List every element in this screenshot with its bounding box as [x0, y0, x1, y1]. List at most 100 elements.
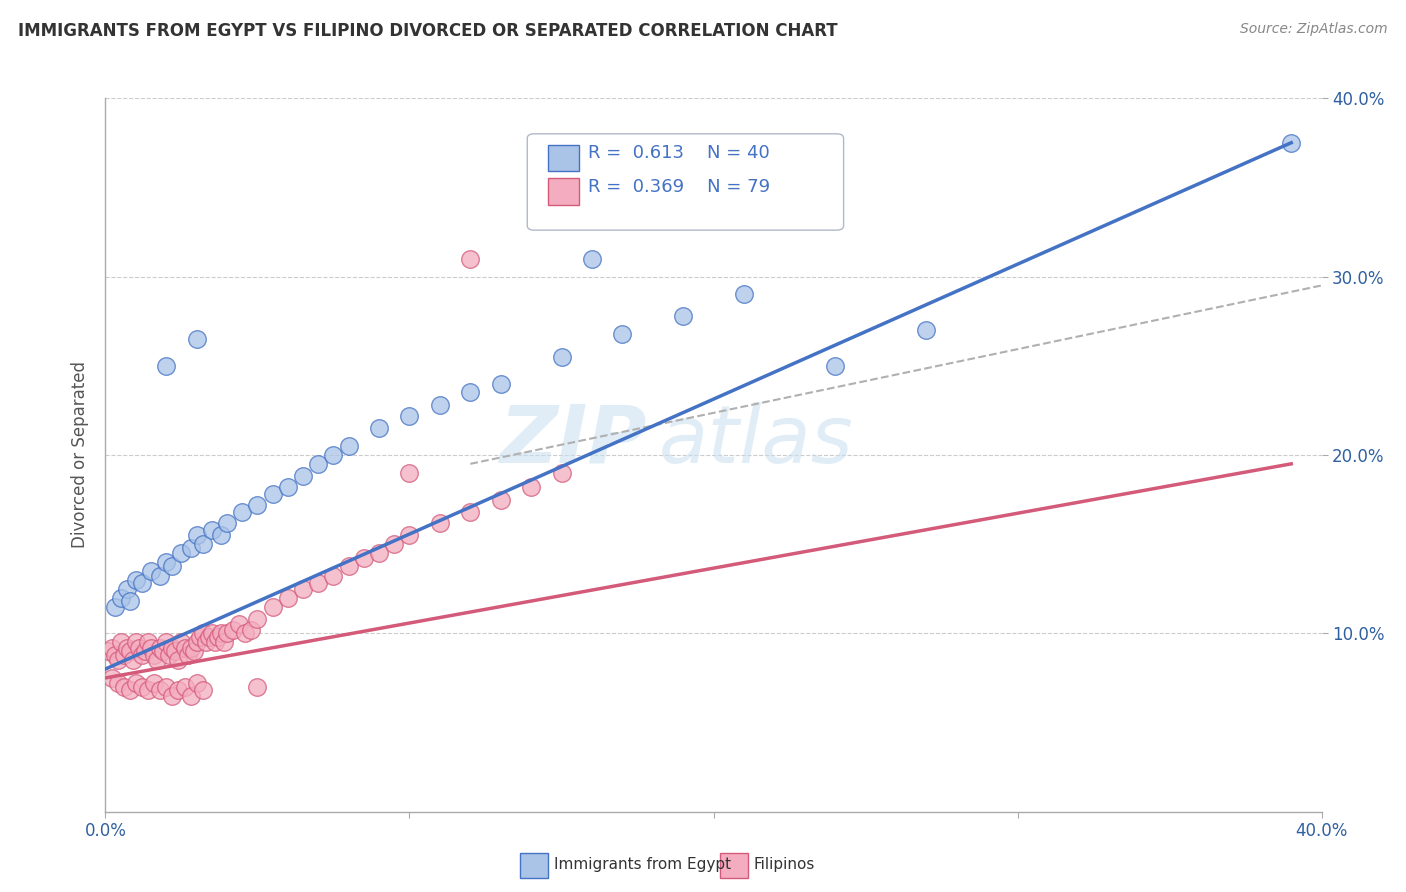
Point [162, 558, 184, 573]
Point [103, 648, 125, 662]
Point [131, 648, 153, 662]
Point [1279, 136, 1302, 150]
Point [204, 635, 226, 649]
Point [157, 648, 180, 662]
Point [121, 653, 143, 667]
Point [198, 630, 221, 644]
Point [118, 594, 141, 608]
Point [186, 676, 208, 690]
Point [125, 635, 148, 649]
Text: Immigrants from Egypt: Immigrants from Egypt [554, 857, 731, 871]
Point [146, 653, 169, 667]
Point [207, 630, 229, 644]
Text: R =  0.369    N = 79: R = 0.369 N = 79 [588, 178, 770, 196]
Point [155, 680, 177, 694]
Point [149, 640, 172, 655]
Point [139, 640, 162, 655]
Point [173, 680, 195, 694]
Point [188, 630, 211, 644]
Point [110, 591, 132, 605]
Point [162, 640, 184, 655]
Point [170, 546, 193, 560]
Point [429, 398, 451, 412]
Point [429, 516, 451, 530]
Point [217, 516, 239, 530]
Point [176, 648, 198, 662]
Point [337, 558, 360, 573]
Point [186, 332, 208, 346]
Point [581, 252, 603, 266]
Point [292, 469, 315, 483]
Point [228, 617, 250, 632]
Point [103, 599, 125, 614]
Point [398, 528, 420, 542]
Point [183, 644, 205, 658]
Point [458, 252, 481, 266]
Point [915, 323, 938, 337]
Point [277, 591, 299, 605]
Point [368, 421, 391, 435]
Point [246, 612, 269, 626]
Text: Filipinos: Filipinos [754, 857, 815, 871]
Point [212, 635, 235, 649]
Point [134, 644, 156, 658]
Point [550, 466, 572, 480]
Point [201, 626, 224, 640]
Point [100, 640, 122, 655]
Text: R =  0.613    N = 40: R = 0.613 N = 40 [588, 145, 769, 162]
Point [186, 635, 208, 649]
Point [520, 480, 543, 494]
Point [337, 439, 360, 453]
Point [112, 648, 135, 662]
Point [489, 376, 512, 391]
Point [118, 644, 141, 658]
Point [231, 505, 253, 519]
Point [167, 683, 190, 698]
Point [550, 350, 572, 364]
Point [292, 582, 315, 596]
Point [824, 359, 846, 373]
Point [353, 551, 375, 566]
Text: ZIP: ZIP [499, 401, 647, 480]
Point [201, 523, 224, 537]
Point [115, 582, 138, 596]
Point [240, 623, 263, 637]
Point [107, 676, 129, 690]
Point [382, 537, 405, 551]
Point [143, 676, 166, 690]
Point [209, 528, 232, 542]
Point [217, 626, 239, 640]
Point [191, 537, 214, 551]
Point [110, 635, 132, 649]
Point [322, 448, 344, 462]
Point [489, 492, 512, 507]
Point [136, 635, 159, 649]
Text: atlas: atlas [659, 401, 853, 480]
Point [112, 680, 135, 694]
Point [733, 287, 755, 301]
Point [149, 683, 172, 698]
Point [180, 640, 202, 655]
Point [139, 564, 162, 578]
Point [115, 640, 138, 655]
Point [246, 498, 269, 512]
Point [167, 653, 190, 667]
Point [180, 541, 202, 555]
Point [262, 599, 284, 614]
Point [458, 505, 481, 519]
Point [246, 680, 269, 694]
Point [152, 644, 174, 658]
Point [128, 640, 150, 655]
Point [398, 409, 420, 423]
Point [186, 528, 208, 542]
Point [131, 680, 153, 694]
Point [191, 626, 214, 640]
Text: Source: ZipAtlas.com: Source: ZipAtlas.com [1240, 22, 1388, 37]
Point [191, 683, 214, 698]
Point [458, 385, 481, 400]
Point [322, 569, 344, 583]
Point [136, 683, 159, 698]
Point [233, 626, 256, 640]
Point [672, 309, 695, 323]
Point [118, 683, 141, 698]
